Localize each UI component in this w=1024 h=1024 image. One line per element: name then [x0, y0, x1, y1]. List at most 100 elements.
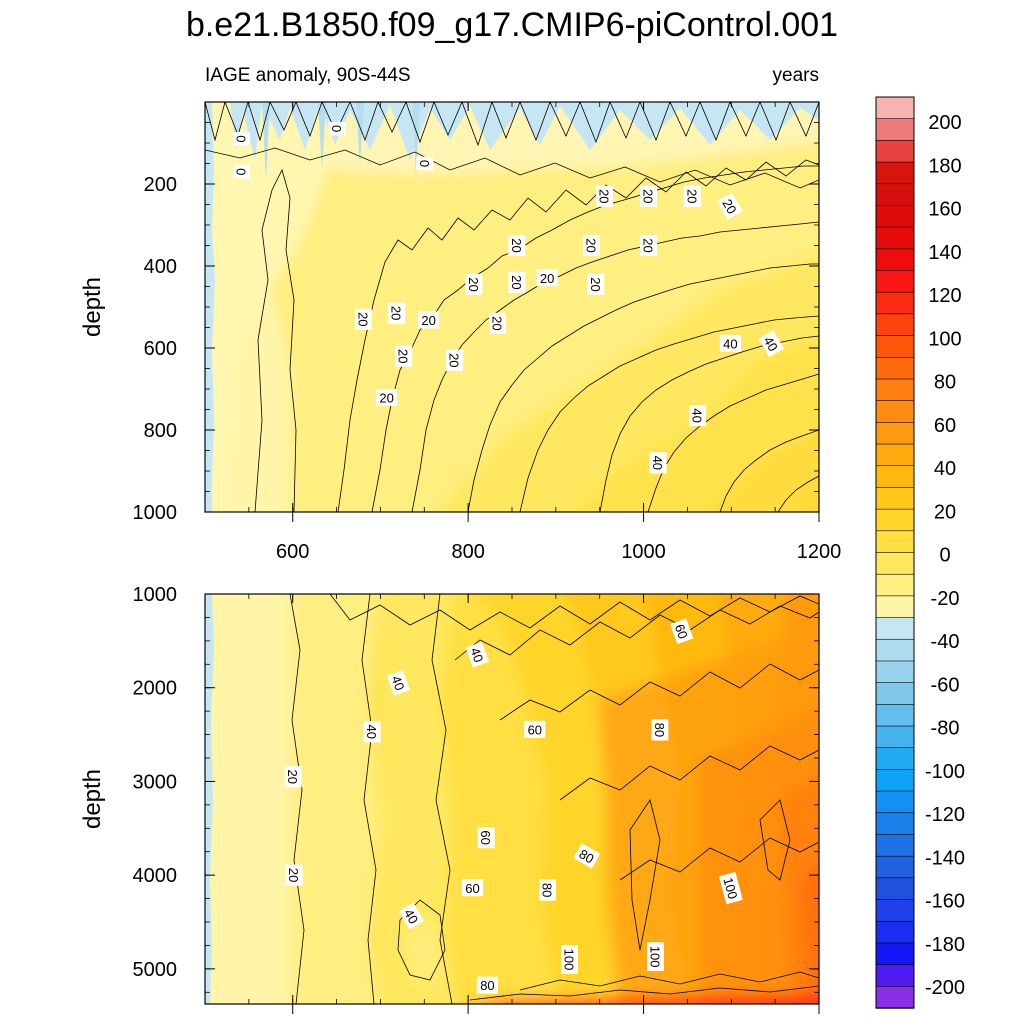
- contour-label-text: 20: [684, 189, 699, 203]
- contour-label-text: 20: [597, 189, 612, 203]
- contour-label-text: 60: [478, 830, 493, 844]
- colorbar-label: 20: [934, 501, 956, 523]
- colorbar-label: 60: [934, 415, 956, 437]
- lower-y-axis-label: depth: [79, 769, 106, 829]
- contour-label-box: [524, 720, 546, 738]
- colorbar-swatch: [875, 508, 915, 532]
- colorbar-swatch: [875, 855, 915, 879]
- contour-label-box: [646, 942, 664, 972]
- contour-label-box: [639, 234, 657, 257]
- contour-label-box: [395, 345, 413, 367]
- colorbar-label: -140: [925, 847, 965, 869]
- contour-label-text: 60: [465, 881, 479, 896]
- contour-label: 20: [465, 273, 483, 296]
- colorbar-swatch: [875, 660, 915, 684]
- colorbar-label: -120: [925, 804, 965, 826]
- colorbar-swatch: [875, 834, 915, 857]
- colorbar-swatch: [875, 96, 915, 120]
- colorbar-swatch: [875, 595, 915, 619]
- colorbar-label: 40: [934, 458, 956, 480]
- contour-label-text: 40: [723, 336, 737, 351]
- contour-label-text: 100: [720, 876, 740, 901]
- contour-label-text: 20: [540, 271, 554, 286]
- y-tick-label: 200: [144, 174, 177, 196]
- contour-label: 0: [416, 156, 434, 171]
- contour-label-text: 40: [690, 408, 705, 422]
- contour-label-text: 20: [509, 275, 524, 289]
- chart-title: b.e21.B1850.f09_g17.CMIP6-piControl.001: [186, 6, 838, 44]
- contour-label-box: [477, 827, 495, 849]
- contour-label-text: 20: [490, 316, 505, 330]
- contour-label: 20: [582, 234, 600, 257]
- y-tick-label: 2000: [133, 678, 178, 700]
- colorbar-swatch: [875, 248, 915, 272]
- colorbar-label: 180: [928, 155, 961, 177]
- contour-label-text: 40: [650, 456, 665, 470]
- contour-label: 20: [508, 271, 526, 293]
- contour-label-text: 20: [379, 391, 393, 406]
- colorbar-label: -80: [931, 718, 960, 740]
- y-tick-label: 4000: [133, 865, 178, 887]
- contour-label-text: 0: [417, 160, 432, 167]
- contour-label-text: 80: [480, 978, 494, 993]
- contour-label-text: 80: [577, 846, 597, 866]
- contour-label-box: [718, 872, 743, 905]
- colorbar-label: -40: [931, 631, 960, 653]
- contour-label-box: [465, 641, 489, 668]
- contour-label-text: 20: [640, 189, 655, 203]
- contour-label-box: [489, 312, 507, 334]
- contour-label: 60: [477, 827, 495, 849]
- colorbar-label: -200: [925, 977, 965, 999]
- contour-label-box: [375, 389, 398, 407]
- contour-label-text: 100: [647, 946, 662, 968]
- x-tick-label: 1200: [797, 541, 842, 563]
- contour-label: 20: [596, 185, 614, 207]
- contour-label-box: [573, 843, 601, 869]
- colorbar-swatch: [875, 487, 915, 510]
- contour-label-text: 20: [509, 238, 524, 252]
- colorbar-label: 0: [939, 545, 950, 567]
- panel-left-label: IAGE anomaly, 90S-44S: [205, 65, 411, 86]
- contour-label-box: [232, 132, 250, 146]
- contour-label: 40: [363, 721, 381, 743]
- contour-label-box: [561, 945, 579, 974]
- contour-label-box: [418, 311, 440, 329]
- contour-label: 20: [446, 349, 464, 371]
- contour-label: 20: [639, 185, 657, 207]
- colorbar-swatch: [875, 682, 915, 706]
- colorbar: 200180160140120100806040200-20-40-60-80-…: [875, 96, 965, 1009]
- contour-label-box: [536, 269, 558, 287]
- y-tick-label: 5000: [133, 959, 178, 981]
- contour-label-box: [689, 405, 707, 427]
- contour-label-box: [461, 879, 484, 897]
- contour-label-box: [539, 879, 557, 901]
- upper-contour-labels: 0 0 0 0 20 20 20 20 20 20 20 20 20 20 20 20 20 20 20 20 20 20…: [232, 121, 784, 474]
- contour-label-box: [363, 721, 381, 743]
- colorbar-label: -60: [931, 674, 960, 696]
- panel-units-label: years: [773, 65, 819, 86]
- contour-label: 20: [285, 864, 303, 886]
- contour-label: 40: [689, 405, 707, 427]
- contour-label: 100: [718, 872, 743, 905]
- y-tick-label: 400: [144, 256, 177, 278]
- contour-label-text: 20: [719, 197, 739, 217]
- contour-label: 40: [386, 669, 411, 696]
- lower-panel: 1000 2000 3000 4000 5000 20 20 40 40 40 40 60 60 60 6…: [79, 584, 820, 1014]
- contour-label-text: 20: [447, 353, 462, 367]
- contour-label-box: [719, 334, 742, 352]
- lower-contour-labels: 20 20 40 40 40 40 60 60 60 60 80 80 80 80 100 100 100: [284, 618, 743, 994]
- lower-fill-field: [205, 594, 819, 1004]
- colorbar-label: -160: [925, 891, 965, 913]
- colorbar-swatch: [875, 617, 915, 640]
- contour-label: 100: [646, 942, 664, 972]
- contour-label-box: [328, 121, 346, 136]
- colorbar-swatch: [875, 378, 915, 402]
- contour-label-text: 80: [652, 723, 667, 737]
- colorbar-swatch: [875, 725, 915, 749]
- y-tick-label: 1000: [133, 584, 178, 606]
- colorbar-swatch: [875, 422, 915, 445]
- contour-label-box: [717, 192, 743, 220]
- contour-label: 60: [524, 720, 546, 738]
